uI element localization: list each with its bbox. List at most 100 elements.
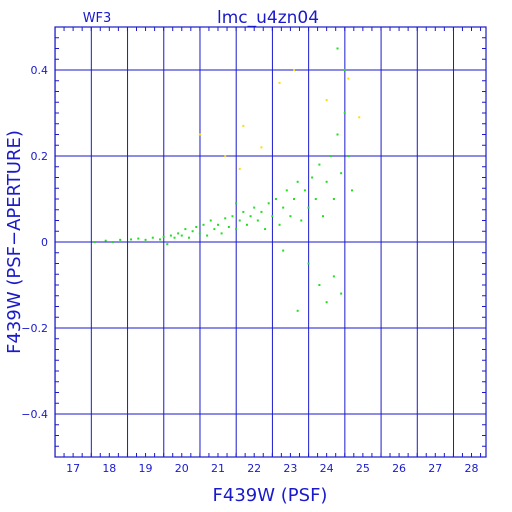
data-point xyxy=(264,228,267,231)
outlier-point xyxy=(224,155,227,157)
data-point xyxy=(245,223,248,226)
y-tick-label: 0 xyxy=(41,236,48,249)
data-point xyxy=(195,225,198,228)
data-point xyxy=(307,262,310,265)
panel-label: WF3 xyxy=(83,11,112,26)
data-point xyxy=(184,228,187,231)
data-point xyxy=(314,198,317,200)
x-axis-label: F439W (PSF) xyxy=(213,485,328,506)
data-point xyxy=(216,223,219,226)
data-point xyxy=(318,163,321,166)
data-point xyxy=(267,202,270,205)
data-point xyxy=(325,180,328,183)
data-point xyxy=(347,155,350,157)
y-tick-label: 0.4 xyxy=(31,64,49,77)
data-point xyxy=(256,219,259,222)
data-point xyxy=(242,210,245,213)
data-point xyxy=(340,172,343,175)
data-point xyxy=(188,236,191,239)
outlier-point xyxy=(198,133,201,136)
data-point xyxy=(300,219,303,222)
x-tick-label: 28 xyxy=(465,462,479,475)
data-points xyxy=(93,47,361,312)
data-point xyxy=(282,249,285,252)
data-point xyxy=(104,239,107,242)
x-tick-label: 22 xyxy=(247,462,261,475)
data-point xyxy=(111,241,114,243)
data-point xyxy=(318,284,321,286)
data-point xyxy=(202,223,205,226)
data-point xyxy=(169,234,172,237)
data-point xyxy=(235,228,238,231)
data-point xyxy=(249,215,252,218)
data-point xyxy=(285,189,288,192)
data-point xyxy=(166,243,169,246)
x-tick-label: 23 xyxy=(283,462,297,475)
data-point xyxy=(231,215,234,218)
data-point xyxy=(137,237,140,240)
x-tick-label: 25 xyxy=(356,462,370,475)
data-point xyxy=(162,235,165,238)
data-point xyxy=(213,228,216,231)
x-tick-label: 18 xyxy=(102,462,116,475)
y-tick-label: −0.4 xyxy=(21,408,48,421)
data-point xyxy=(198,232,201,235)
data-point xyxy=(260,210,263,213)
data-point xyxy=(224,217,227,220)
data-point xyxy=(93,241,96,243)
data-point xyxy=(296,180,299,183)
data-point xyxy=(209,219,212,222)
data-point xyxy=(119,238,122,241)
data-point xyxy=(307,206,310,209)
data-point xyxy=(329,155,332,157)
outlier-point xyxy=(347,77,350,80)
x-tick-label: 24 xyxy=(320,462,334,475)
x-tick-label: 26 xyxy=(392,462,406,475)
data-point xyxy=(343,112,346,114)
outlier-point xyxy=(278,81,281,84)
axis-ticks xyxy=(54,26,486,458)
data-point xyxy=(332,275,335,278)
y-axis-label: F439W (PSF−APERTURE) xyxy=(4,130,25,354)
outlier-point xyxy=(293,69,296,71)
outlier-point xyxy=(238,167,241,170)
x-tick-label: 19 xyxy=(139,462,153,475)
x-tick-label: 21 xyxy=(211,462,225,475)
data-point xyxy=(235,202,238,205)
outlier-point xyxy=(242,124,245,127)
data-point xyxy=(271,215,274,218)
data-point xyxy=(340,292,343,295)
data-point xyxy=(151,236,154,239)
data-point xyxy=(303,189,306,192)
data-point xyxy=(289,215,292,218)
data-point xyxy=(173,236,176,239)
x-tick-label: 17 xyxy=(66,462,80,475)
data-point xyxy=(343,69,346,71)
data-point xyxy=(311,176,314,179)
data-point xyxy=(191,230,194,233)
data-point xyxy=(177,232,180,235)
grid-lines xyxy=(54,27,486,457)
data-point xyxy=(325,301,328,304)
data-point xyxy=(332,198,335,200)
data-point xyxy=(336,47,339,50)
x-tick-labels: 17 18 19 20 21 22 23 24 25 26 27 28 xyxy=(66,462,478,475)
data-point xyxy=(220,232,223,235)
data-point xyxy=(278,223,281,226)
data-point xyxy=(336,133,339,136)
data-point xyxy=(238,219,241,222)
outlier-point xyxy=(260,146,263,149)
data-point xyxy=(159,238,162,241)
data-point xyxy=(322,215,325,218)
y-tick-labels: 0.4 0.2 0 −0.2 −0.4 xyxy=(21,64,48,421)
data-point xyxy=(293,198,296,200)
data-point xyxy=(253,206,256,209)
y-tick-label: −0.2 xyxy=(21,322,48,335)
data-point xyxy=(206,234,209,237)
data-point xyxy=(180,234,183,237)
data-point xyxy=(144,238,147,241)
outlier-point xyxy=(325,99,328,102)
outlier-point xyxy=(358,116,361,119)
chart-title: lmc_u4zn04 xyxy=(217,8,319,28)
